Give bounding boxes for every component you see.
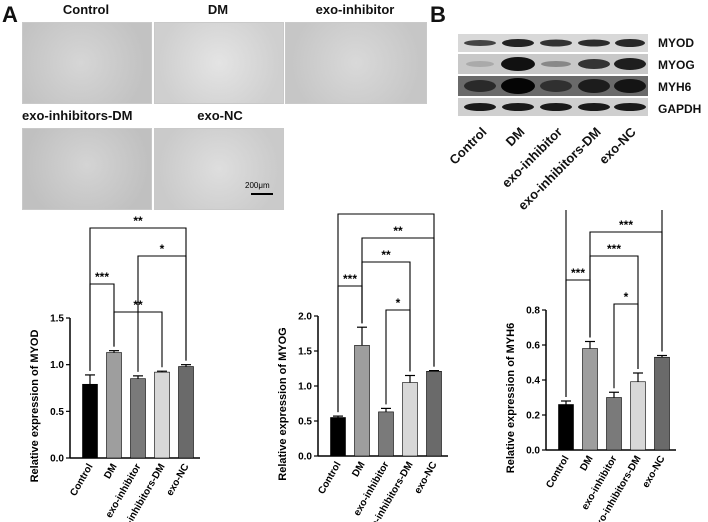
significance-label: **	[133, 214, 143, 228]
significance-bracket	[113, 311, 163, 368]
blot-strip-gapdh	[458, 98, 648, 116]
significance-label: **	[133, 298, 143, 312]
micrograph-exo-nc: 200μm	[154, 128, 284, 210]
bar-exo-inhibitor	[130, 378, 146, 459]
panel-label-a: A	[2, 2, 18, 27]
x-tick-label: DM	[578, 454, 595, 473]
significance-label: ***	[343, 272, 357, 286]
bar-exo-inhibitors-dm	[402, 382, 418, 457]
y-tick-label: 0.5	[298, 417, 312, 428]
y-tick-label: 0.0	[526, 446, 540, 457]
x-tick-label: exo-NC	[413, 460, 440, 496]
myh6-bar-chart: 0.0 0.2 0.4 0.6 0.8 Relative expression of MY…	[505, 210, 676, 522]
lane-label-exo-nc: exo-NC	[596, 124, 640, 167]
bar-exo-nc	[178, 366, 194, 459]
bar-exo-inhibitors-dm	[630, 381, 646, 451]
panel-label-b: B	[430, 2, 446, 27]
micrograph-label-dm: DM	[207, 2, 229, 17]
significance-bracket	[137, 255, 187, 372]
y-tick-label: 0.0	[50, 454, 64, 465]
significance-label: **	[381, 248, 391, 262]
significance-bracket	[613, 303, 639, 389]
significance-label: ***	[95, 270, 109, 284]
lane-label-control: Control	[446, 124, 490, 168]
bar-exo-inhibitor	[606, 397, 622, 451]
y-tick-label: 1.0	[50, 360, 64, 371]
micrograph-label-exo-inhibitors-dm: exo-inhibitors-DM	[22, 108, 133, 123]
y-tick-label: 0.8	[526, 306, 540, 317]
bar-exo-inhibitor	[378, 411, 394, 457]
significance-label: *	[396, 296, 401, 310]
y-tick-label: 0.0	[298, 452, 312, 463]
x-tick-label: DM	[350, 460, 367, 479]
significance-label: *	[624, 290, 629, 304]
x-tick-label: Control	[316, 460, 343, 496]
significance-label: ***	[379, 210, 393, 214]
x-tick-label: DM	[102, 462, 119, 481]
y-tick-label: 1.5	[50, 314, 64, 325]
western-blot	[458, 32, 648, 118]
significance-label: *	[160, 242, 165, 256]
bar-control	[558, 404, 574, 451]
micrograph-label-exo-inhibitor: exo-inhibitor	[315, 2, 395, 17]
micrograph-exo-inhibitors-dm	[22, 128, 152, 210]
y-tick-label: 1.0	[298, 382, 312, 393]
scale-bar-label: 200μm	[245, 181, 270, 190]
blot-strip-myh6	[458, 76, 648, 96]
micrograph-dm	[154, 22, 284, 104]
blot-label-myh6: MYH6	[658, 80, 692, 94]
micrograph-control	[22, 22, 152, 104]
y-tick-label: 0.4	[526, 376, 540, 387]
bar-exo-nc	[654, 356, 670, 451]
x-tick-label: Control	[544, 454, 571, 490]
blot-image	[458, 34, 648, 116]
significance-label: ***	[619, 218, 633, 232]
y-tick-label: 0.5	[50, 407, 64, 418]
scale-bar	[251, 193, 273, 195]
y-axis-label: Relative expression of MYOG	[277, 327, 289, 480]
significance-label: ***	[571, 266, 585, 280]
y-axis-label: Relative expression of MYOD	[29, 330, 41, 483]
y-axis-label: Relative expression of MYH6	[505, 323, 517, 473]
blot-strip-myog	[458, 54, 648, 74]
blot-label-gapdh: GAPDH	[658, 102, 702, 116]
blot-label-myog: MYOG	[658, 58, 695, 72]
significance-label: **	[393, 224, 403, 238]
myod-bar-chart: 0.0 0.5 1.0 1.5 Relative expression of MYOD C…	[29, 214, 200, 522]
bar-dm	[106, 352, 122, 459]
micrograph-exo-inhibitor	[285, 22, 427, 104]
myog-bar-chart: 0.0 0.5 1.0 1.5 2.0 Relative expression of MY…	[277, 210, 448, 522]
lane-label-dm: DM	[502, 124, 528, 150]
bar-dm	[582, 348, 598, 451]
bar-control	[330, 417, 346, 457]
y-tick-label: 0.6	[526, 341, 540, 352]
x-tick-label: exo-NC	[165, 462, 192, 498]
micrograph-label-exo-nc: exo-NC	[197, 108, 243, 123]
bar-control	[82, 383, 98, 459]
significance-bracket	[385, 309, 411, 405]
micrograph-label-control: Control	[62, 2, 110, 17]
significance-label: ***	[607, 242, 621, 256]
blot-label-myod: MYOD	[658, 36, 694, 50]
significance-bracket	[337, 285, 363, 413]
y-tick-label: 0.2	[526, 411, 540, 422]
bar-dm	[354, 345, 370, 457]
bar-exo-inhibitors-dm	[154, 371, 170, 459]
x-tick-label: exo-NC	[641, 454, 668, 490]
y-tick-label: 2.0	[298, 312, 312, 323]
bar-exo-nc	[426, 371, 442, 457]
significance-bracket	[565, 279, 591, 397]
y-tick-label: 1.5	[298, 347, 312, 358]
x-tick-label: Control	[68, 462, 95, 498]
blot-strip-myod	[458, 34, 648, 52]
